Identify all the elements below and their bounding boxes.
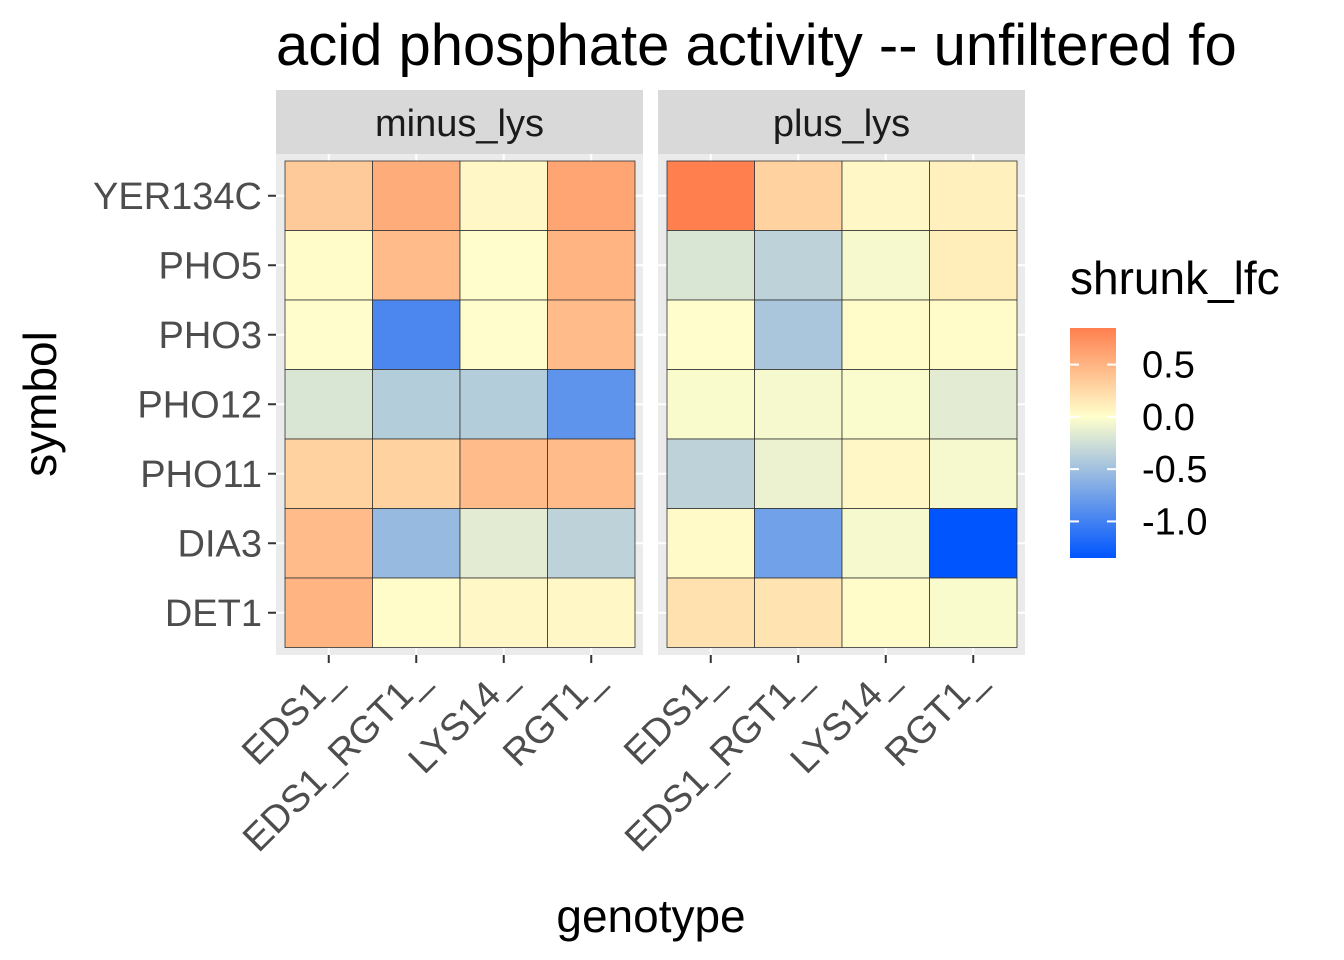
heatmap-tile xyxy=(841,299,930,370)
heatmap-tile xyxy=(372,438,461,509)
y-tick-label: PHO12 xyxy=(137,384,262,426)
heatmap-tile xyxy=(547,299,636,370)
legend-title: shrunk_lfc xyxy=(1070,252,1280,304)
x-axis-title: genotype xyxy=(556,890,745,942)
heatmap-tile xyxy=(547,508,636,579)
heatmap-tile xyxy=(459,299,548,370)
legend-colorbar xyxy=(1070,328,1116,558)
heatmap-tile xyxy=(547,438,636,509)
heatmap-tile xyxy=(459,369,548,440)
legend-ticks: 0.5 0.0 -0.5 -1.0 xyxy=(1070,345,1207,543)
heatmap-tile xyxy=(372,508,461,579)
heatmap-tile xyxy=(372,577,461,648)
heatmap-tile xyxy=(459,230,548,301)
heatmap-tile xyxy=(459,160,548,231)
heatmap-tile xyxy=(841,369,930,440)
y-tick-label: PHO11 xyxy=(140,454,262,496)
heatmap-tile xyxy=(459,438,548,509)
facet-strip xyxy=(658,90,1025,154)
chart-title: acid phosphate activity -- unfiltered fo xyxy=(276,13,1237,78)
y-tick-label: PHO5 xyxy=(159,245,262,287)
facet-panel-minus_lys: minus_lys xyxy=(276,90,643,655)
y-tick-label: DIA3 xyxy=(178,523,262,565)
heatmap-tile xyxy=(754,577,843,648)
y-tick-label: YER134C xyxy=(93,176,262,218)
heatmap-tile xyxy=(547,369,636,440)
y-tick-label: PHO3 xyxy=(159,315,262,357)
heatmap-tile xyxy=(754,160,843,231)
heatmap-tile xyxy=(929,369,1018,440)
facet-strip xyxy=(276,90,643,154)
x-axes: EDS1_EDS1_RGT1_LYS14_RGT1_ EDS1_EDS1_RGT1… xyxy=(234,655,994,860)
y-axis-title: symbol xyxy=(14,331,66,477)
heatmap-tile xyxy=(666,577,755,648)
heatmap-tile xyxy=(754,299,843,370)
facet-panel-plus_lys: plus_lys xyxy=(658,90,1025,655)
y-axis: YER134C PHO5 PHO3 PHO12 PHO11 DIA3 DET1 xyxy=(93,176,276,635)
heatmap-tile xyxy=(547,230,636,301)
heatmap-tile xyxy=(666,369,755,440)
heatmap-tile xyxy=(284,577,373,648)
heatmap-tile xyxy=(372,299,461,370)
facet-panels: minus_lys plus_lys xyxy=(276,90,1025,655)
heatmap-tile xyxy=(372,230,461,301)
heatmap-tile xyxy=(459,577,548,648)
heatmap-tile xyxy=(841,230,930,301)
heatmap-tile xyxy=(284,369,373,440)
legend-label: 0.0 xyxy=(1142,397,1195,439)
heatmap-tile xyxy=(929,299,1018,370)
heatmap-tile xyxy=(284,508,373,579)
heatmap-tile xyxy=(841,577,930,648)
heatmap-tile xyxy=(547,577,636,648)
heatmap-tile xyxy=(284,438,373,509)
heatmap-tile xyxy=(754,508,843,579)
heatmap-tile xyxy=(284,299,373,370)
heatmap-tile xyxy=(372,369,461,440)
heatmap-tile xyxy=(929,508,1018,579)
fill-legend: shrunk_lfc 0.5 0.0 -0.5 -1.0 xyxy=(1070,252,1280,558)
y-tick-label: DET1 xyxy=(165,593,262,635)
heatmap-tile xyxy=(284,160,373,231)
legend-label: 0.5 xyxy=(1142,345,1195,387)
heatmap-tile xyxy=(929,438,1018,509)
heatmap-tile xyxy=(547,160,636,231)
heatmap-tile xyxy=(754,438,843,509)
heatmap-tile xyxy=(666,230,755,301)
heatmap-tile xyxy=(841,438,930,509)
heatmap-tile xyxy=(929,160,1018,231)
heatmap-tile xyxy=(666,299,755,370)
x-tick-label: RGT1_ xyxy=(495,658,612,775)
x-tick-label: RGT1_ xyxy=(877,658,994,775)
facet-strip-label: minus_lys xyxy=(375,103,544,145)
heatmap-tile xyxy=(841,160,930,231)
heatmap-tile xyxy=(372,160,461,231)
heatmap-tile xyxy=(666,508,755,579)
heatmap-tile xyxy=(666,438,755,509)
legend-label: -1.0 xyxy=(1142,501,1207,543)
heatmap-tile xyxy=(459,508,548,579)
heatmap-tile xyxy=(929,577,1018,648)
heatmap-tile xyxy=(929,230,1018,301)
heatmap-tile xyxy=(284,230,373,301)
heatmap-tile xyxy=(754,230,843,301)
heatmap-tile xyxy=(754,369,843,440)
legend-label: -0.5 xyxy=(1142,449,1207,491)
heatmap-tile xyxy=(841,508,930,579)
heatmap-tile xyxy=(666,160,755,231)
facet-strip-label: plus_lys xyxy=(773,103,910,145)
